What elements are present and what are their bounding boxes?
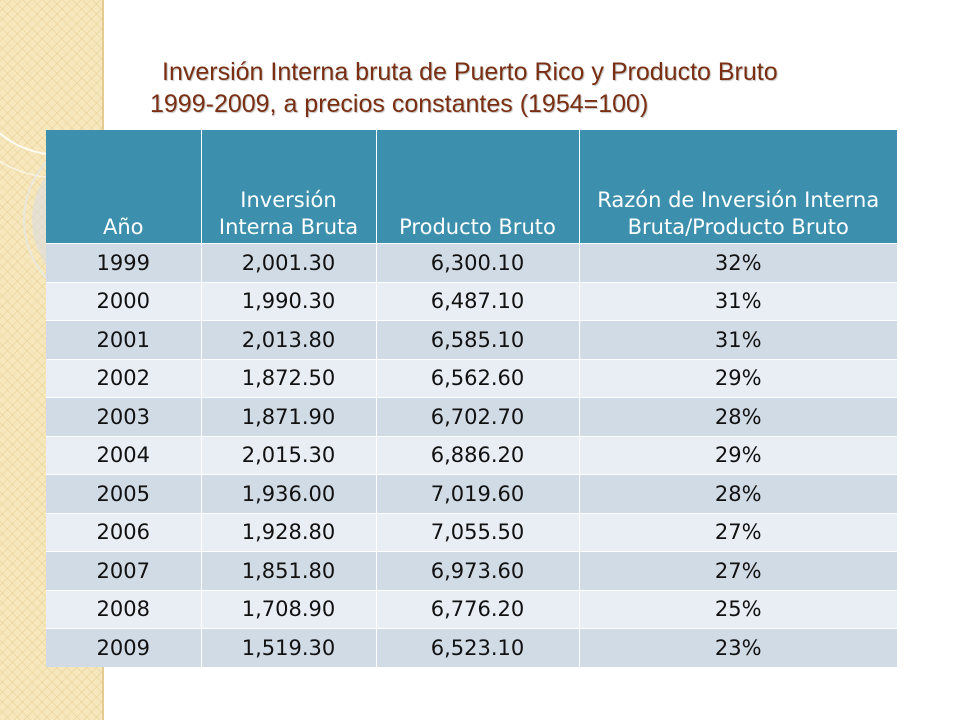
- cell-ratio: 25%: [579, 589, 897, 629]
- header-year: Año: [46, 130, 202, 244]
- table-row: 2006 1,928.80 7,055.50 27%: [46, 512, 897, 552]
- table-row: 2008 1,708.90 6,776.20 25%: [46, 589, 897, 629]
- cell-product: 6,702.70: [376, 397, 580, 436]
- cell-product: 6,886.20: [376, 435, 580, 475]
- cell-ratio: 27%: [579, 551, 897, 590]
- table-row: 1999 2,001.30 6,300.10 32%: [46, 243, 897, 282]
- table-row: 2001 2,013.80 6,585.10 31%: [46, 320, 897, 359]
- cell-year: 2009: [46, 628, 202, 667]
- cell-product: 6,973.60: [376, 551, 580, 590]
- cell-year: 2006: [46, 512, 202, 552]
- cell-ratio: 28%: [579, 474, 897, 513]
- cell-product: 6,300.10: [376, 243, 580, 282]
- title-line-2: 1999-2009, a precios constantes (1954=10…: [150, 90, 649, 118]
- cell-investment: 1,928.80: [201, 512, 377, 552]
- cell-investment: 2,015.30: [201, 435, 377, 475]
- cell-product: 6,776.20: [376, 589, 580, 629]
- cell-product: 6,562.60: [376, 358, 580, 398]
- cell-investment: 2,001.30: [201, 243, 377, 282]
- cell-year: 2008: [46, 589, 202, 629]
- table-row: 2007 1,851.80 6,973.60 27%: [46, 551, 897, 590]
- table-row: 2005 1,936.00 7,019.60 28%: [46, 474, 897, 513]
- cell-year: 2004: [46, 435, 202, 475]
- header-ratio: Razón de Inversión Interna Bruta/Product…: [579, 130, 897, 244]
- cell-investment: 1,872.50: [201, 358, 377, 398]
- header-gross-product: Producto Bruto: [376, 130, 580, 244]
- cell-ratio: 29%: [579, 435, 897, 475]
- cell-year: 2001: [46, 320, 202, 359]
- cell-investment: 2,013.80: [201, 320, 377, 359]
- cell-investment: 1,936.00: [201, 474, 377, 513]
- cell-product: 6,523.10: [376, 628, 580, 667]
- cell-year: 2000: [46, 281, 202, 321]
- cell-product: 7,019.60: [376, 474, 580, 513]
- cell-ratio: 31%: [579, 320, 897, 359]
- table-row: 2004 2,015.30 6,886.20 29%: [46, 435, 897, 475]
- cell-year: 2005: [46, 474, 202, 513]
- cell-ratio: 31%: [579, 281, 897, 321]
- slide-title: Inversión Interna bruta de Puerto Rico y…: [150, 56, 910, 120]
- cell-investment: 1,519.30: [201, 628, 377, 667]
- cell-year: 1999: [46, 243, 202, 282]
- cell-year: 2007: [46, 551, 202, 590]
- table-row: 2003 1,871.90 6,702.70 28%: [46, 397, 897, 436]
- cell-product: 6,585.10: [376, 320, 580, 359]
- cell-investment: 1,871.90: [201, 397, 377, 436]
- cell-product: 7,055.50: [376, 512, 580, 552]
- cell-ratio: 29%: [579, 358, 897, 398]
- title-line-1: Inversión Interna bruta de Puerto Rico y…: [162, 58, 778, 86]
- cell-product: 6,487.10: [376, 281, 580, 321]
- cell-investment: 1,708.90: [201, 589, 377, 629]
- table-header-row: Año Inversión Interna Bruta Producto Bru…: [46, 130, 897, 244]
- cell-year: 2003: [46, 397, 202, 436]
- cell-investment: 1,990.30: [201, 281, 377, 321]
- cell-year: 2002: [46, 358, 202, 398]
- header-gross-investment: Inversión Interna Bruta: [201, 130, 377, 244]
- table-row: 2000 1,990.30 6,487.10 31%: [46, 281, 897, 321]
- table-row: 2002 1,872.50 6,562.60 29%: [46, 358, 897, 398]
- cell-ratio: 28%: [579, 397, 897, 436]
- cell-ratio: 32%: [579, 243, 897, 282]
- investment-table: Año Inversión Interna Bruta Producto Bru…: [46, 130, 897, 667]
- cell-ratio: 23%: [579, 628, 897, 667]
- cell-ratio: 27%: [579, 512, 897, 552]
- table-row: 2009 1,519.30 6,523.10 23%: [46, 628, 897, 667]
- cell-investment: 1,851.80: [201, 551, 377, 590]
